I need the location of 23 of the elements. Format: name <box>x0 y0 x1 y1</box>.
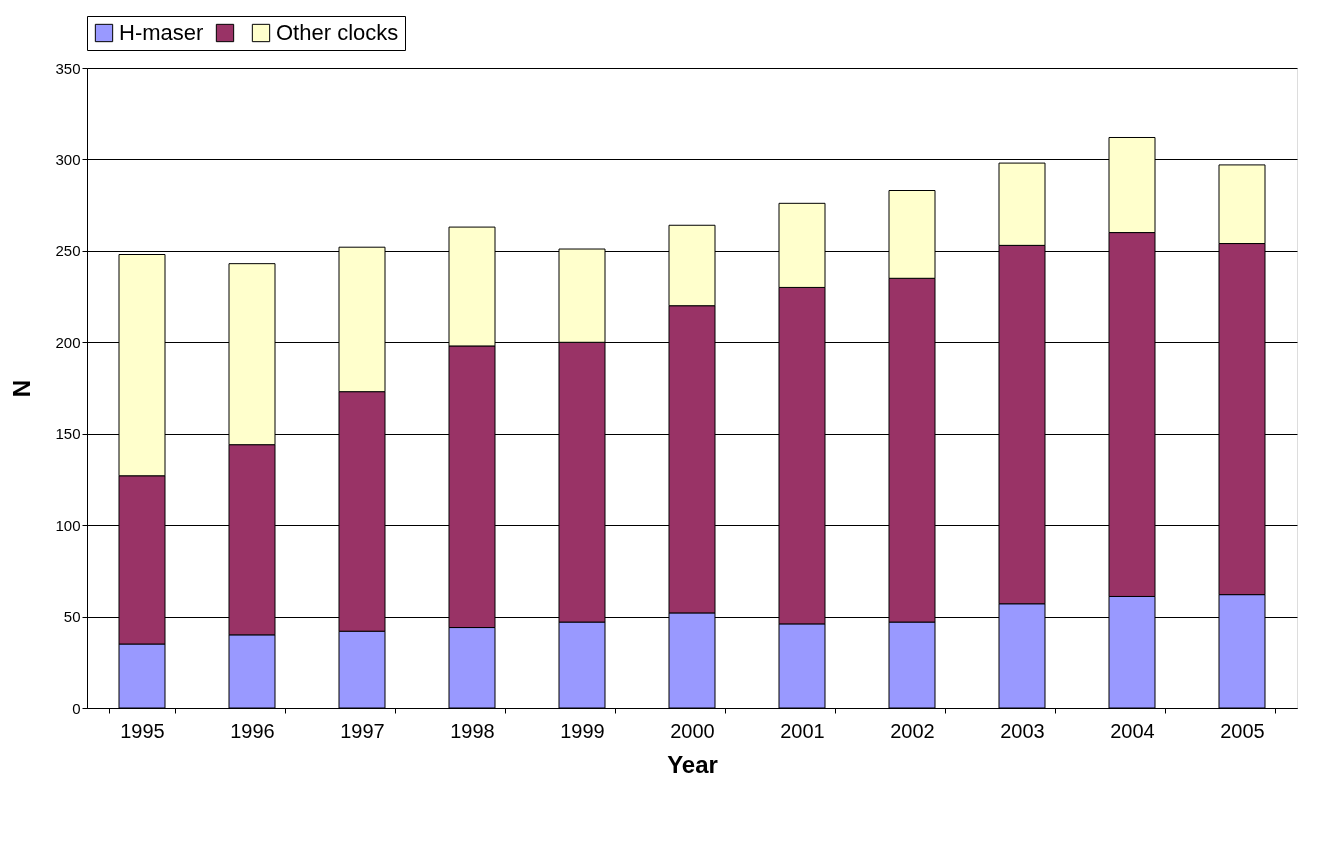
x-tick-label: 2000 <box>670 719 715 742</box>
x-tick-label: 1999 <box>560 719 605 742</box>
x-tick-label: 2004 <box>1110 719 1155 742</box>
x-tick-label: 2001 <box>780 719 825 742</box>
x-tick-label: 1998 <box>450 719 495 742</box>
y-tick-label: 0 <box>72 699 81 717</box>
y-tick-label: 300 <box>55 150 81 168</box>
x-tick-label: 1997 <box>340 719 385 742</box>
y-tick-label: 350 <box>55 59 81 77</box>
y-tick-label: 50 <box>63 608 81 626</box>
x-tick-label: 2003 <box>1000 719 1045 742</box>
legend-label: Other clocks <box>276 20 399 45</box>
y-tick-label: 100 <box>55 516 81 534</box>
x-tick-label: 2002 <box>890 719 935 742</box>
x-tick-label: 1995 <box>120 719 165 742</box>
x-tick-label: 2005 <box>1220 719 1265 742</box>
y-tick-label: 200 <box>55 333 81 351</box>
y-axis-title: N <box>8 379 36 398</box>
x-tick-label: 1996 <box>230 719 275 742</box>
x-axis-title: Year <box>667 750 718 778</box>
y-tick-label: 250 <box>55 242 81 260</box>
y-tick-label: 150 <box>55 425 81 443</box>
legend-label: H-maser <box>119 20 204 45</box>
